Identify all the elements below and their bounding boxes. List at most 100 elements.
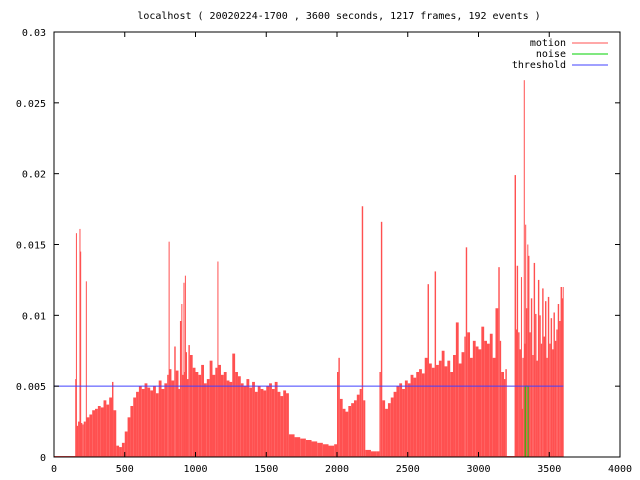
motion-bar xyxy=(542,288,544,457)
motion-bar xyxy=(536,360,538,457)
legend-label-motion: motion xyxy=(530,38,566,49)
motion-bar xyxy=(353,400,357,457)
motion-bar xyxy=(168,241,170,457)
motion-bar xyxy=(537,279,540,457)
motion-bar xyxy=(136,391,139,457)
motion-bar xyxy=(175,370,179,457)
motion-bar xyxy=(540,343,543,457)
motion-bar xyxy=(311,441,318,457)
motion-bar xyxy=(503,379,506,457)
motion-bar xyxy=(421,373,425,457)
motion-bar xyxy=(174,346,176,457)
motion-bar xyxy=(116,445,120,457)
motion-bar xyxy=(441,350,445,457)
plot-area xyxy=(54,80,564,458)
motion-bar xyxy=(453,355,456,457)
motion-bar xyxy=(223,372,227,457)
motion-bar xyxy=(561,298,563,457)
motion-bar xyxy=(280,396,284,457)
motion-bar xyxy=(182,374,184,457)
motion-bar xyxy=(521,408,523,457)
motion-bar xyxy=(348,406,352,457)
motion-bar xyxy=(356,394,360,457)
motion-bar xyxy=(188,345,190,457)
motion-bar xyxy=(240,383,244,457)
motion-bar xyxy=(189,355,193,457)
motion-bar xyxy=(269,383,272,457)
motion-bar xyxy=(97,406,101,457)
motion-bar xyxy=(498,267,500,457)
motion-bar xyxy=(283,390,287,457)
motion-bar xyxy=(419,369,422,457)
motion-bar xyxy=(192,367,196,457)
motion-bar xyxy=(147,387,151,457)
motion-bar xyxy=(478,349,482,457)
motion-bar xyxy=(501,372,504,457)
motion-bar xyxy=(203,383,207,457)
motion-bar xyxy=(385,408,388,457)
motion-bar xyxy=(546,357,548,457)
motion-bar xyxy=(424,357,428,457)
motion-bar xyxy=(447,360,451,457)
motion-bar xyxy=(100,407,104,457)
motion-bar xyxy=(113,410,117,457)
motion-bar xyxy=(455,322,459,457)
motion-bar xyxy=(472,340,476,457)
x-tick-label: 2500 xyxy=(396,464,420,475)
motion-bar xyxy=(178,389,180,457)
motion-bar xyxy=(249,387,253,457)
motion-bar xyxy=(294,437,301,457)
motion-bar xyxy=(484,340,487,457)
motion-bar xyxy=(119,447,122,457)
motion-bar xyxy=(103,400,107,457)
motion-bar xyxy=(179,321,182,457)
motion-bar xyxy=(543,336,546,457)
motion-bar xyxy=(322,444,329,457)
motion-bar xyxy=(549,343,551,457)
motion-bar xyxy=(528,255,530,457)
y-tick-label: 0.01 xyxy=(22,311,46,322)
motion-bar xyxy=(410,374,414,457)
motion-bar xyxy=(489,333,493,457)
motion-bar xyxy=(387,403,391,457)
motion-bar xyxy=(342,408,346,457)
motion-bar xyxy=(444,366,448,457)
motion-bar xyxy=(169,369,172,457)
motion-bar xyxy=(475,346,479,457)
motion-bar xyxy=(363,400,366,457)
motion-bar xyxy=(130,406,134,457)
motion-bar xyxy=(461,352,465,457)
motion-bar xyxy=(124,431,128,457)
motion-bar xyxy=(217,261,219,457)
motion-bar xyxy=(158,380,162,457)
motion-bar xyxy=(396,386,400,457)
motion-bar xyxy=(436,364,439,457)
motion-bar xyxy=(545,301,547,457)
motion-bar xyxy=(232,353,236,457)
motion-bar xyxy=(523,80,525,458)
motion-bar xyxy=(254,391,258,457)
motion-bar xyxy=(404,380,408,457)
motion-bar xyxy=(505,369,507,457)
motion-bar xyxy=(155,393,159,457)
motion-bar xyxy=(277,391,281,457)
motion-bar xyxy=(215,367,218,457)
motion-bar xyxy=(184,275,186,457)
motion-bar xyxy=(370,451,377,457)
motion-bar xyxy=(237,376,241,457)
motion-bar xyxy=(334,444,337,457)
motion-bar xyxy=(328,445,335,457)
motion-bar xyxy=(553,312,555,457)
motion-bar xyxy=(520,277,522,457)
motion-bar xyxy=(79,228,81,457)
motion-bar xyxy=(144,383,148,457)
motion-bar xyxy=(92,410,96,457)
motion-bar xyxy=(109,397,113,457)
motion-bar xyxy=(407,383,411,457)
motion-bar xyxy=(187,379,189,457)
motion-bar xyxy=(467,332,471,457)
motion-bar xyxy=(557,304,560,457)
motion-bar xyxy=(266,386,270,457)
y-tick-label: 0.015 xyxy=(16,241,46,252)
motion-bar xyxy=(562,287,564,457)
